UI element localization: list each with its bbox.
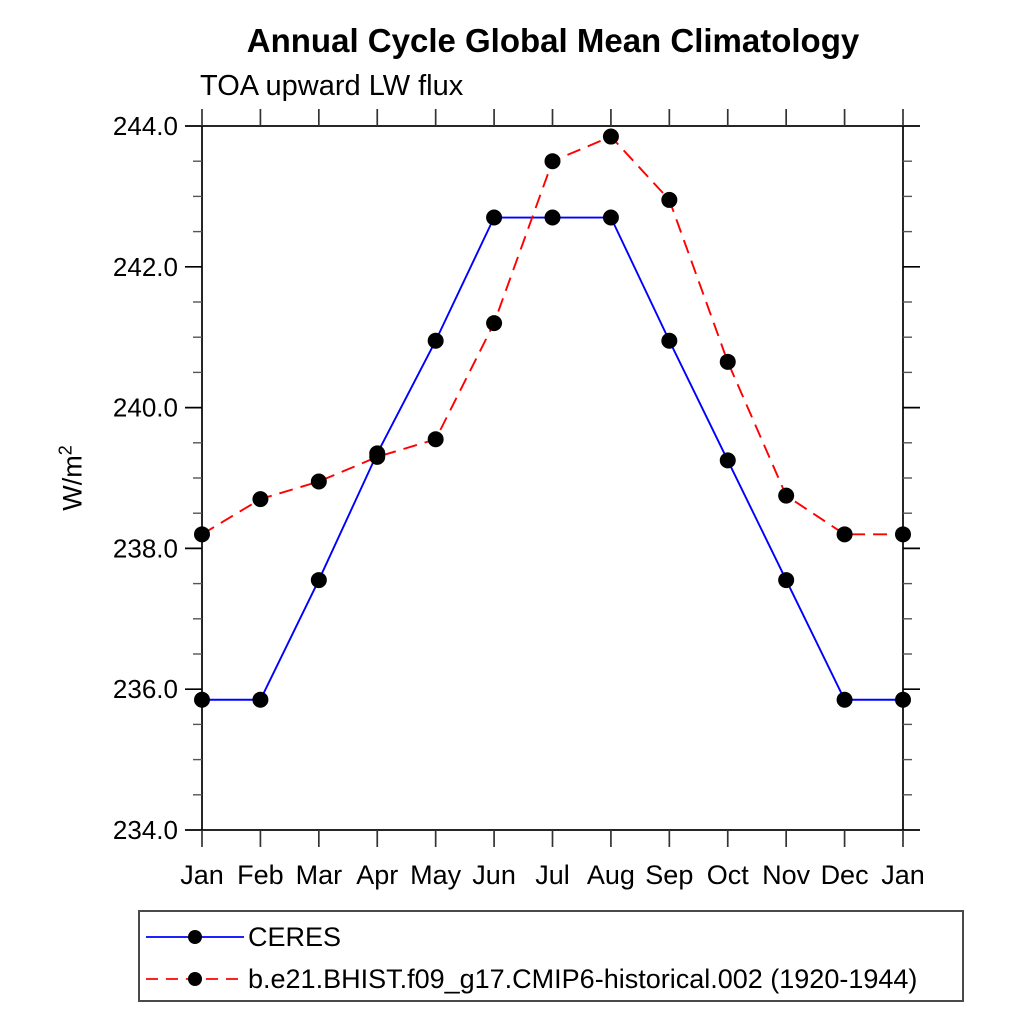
ceres-line-swatch-icon: [146, 930, 244, 944]
x-tick-label: Aug: [587, 860, 635, 890]
plot-frame: [201, 125, 904, 831]
model-line: [201, 135, 903, 536]
legend-label-model: b.e21.BHIST.f09_g17.CMIP6-historical.002…: [248, 963, 918, 994]
model-point-marker: [310, 473, 327, 490]
y-tick-label: 242.0: [113, 252, 178, 282]
model-point-marker: [544, 153, 561, 170]
x-tick-label: Jan: [180, 860, 224, 890]
y-tick-label: 240.0: [113, 393, 178, 423]
ceres-point-marker: [602, 209, 619, 226]
x-tick-label: Apr: [356, 860, 398, 890]
x-tick-label: Jun: [472, 860, 516, 890]
model-point-marker: [719, 353, 736, 370]
ceres-point-marker: [486, 209, 503, 226]
x-tick-label: Jan: [881, 860, 925, 890]
x-tick-label: Oct: [707, 860, 750, 890]
chart-subtitle: TOA upward LW flux: [200, 70, 464, 102]
x-tick-label: Nov: [762, 860, 811, 890]
model-line-swatch-icon: [146, 972, 244, 986]
model-point-marker: [895, 526, 911, 543]
model-point-marker: [369, 448, 386, 465]
model-point-marker: [602, 128, 619, 145]
legend-marker-sample: [188, 930, 202, 944]
chart-title: Annual Cycle Global Mean Climatology: [246, 22, 860, 59]
x-tick-label: Feb: [237, 860, 284, 890]
x-tick-label: Mar: [296, 860, 343, 890]
legend-marker-sample: [188, 972, 202, 986]
model-point-marker: [836, 526, 853, 543]
ceres-point-marker: [427, 332, 444, 349]
ceres-point-marker: [719, 452, 736, 469]
ceres-point-marker: [778, 572, 795, 589]
x-tick-label: May: [410, 860, 462, 890]
model-point-marker: [486, 315, 503, 332]
x-tick-label: Dec: [821, 860, 869, 890]
ceres-point-marker: [194, 691, 210, 708]
ceres-point-marker: [836, 691, 853, 708]
legend-item-model: b.e21.BHIST.f09_g17.CMIP6-historical.002…: [144, 964, 917, 994]
y-tick-label: 238.0: [113, 533, 178, 563]
ceres-point-marker: [252, 691, 269, 708]
legend-item-ceres: CERES: [144, 922, 341, 952]
ceres-point-marker: [544, 209, 561, 226]
model-point-marker: [778, 487, 795, 504]
model-point-marker: [194, 526, 210, 543]
y-tick-label: 244.0: [113, 111, 178, 141]
x-tick-label: Sep: [645, 860, 693, 890]
legend: CERES b.e21.BHIST.f09_g17.CMIP6-historic…: [138, 910, 964, 1002]
ceres-line: [202, 216, 903, 701]
ceres-point-marker: [661, 332, 678, 349]
model-point-marker: [661, 191, 678, 208]
legend-label-ceres: CERES: [248, 921, 342, 952]
ceres-point-marker: [895, 691, 911, 708]
x-tick-label: Jul: [535, 860, 570, 890]
y-tick-label: 234.0: [113, 815, 178, 845]
model-point-marker: [427, 431, 444, 448]
ceres-point-marker: [310, 572, 327, 589]
y-tick-label: 236.0: [113, 674, 178, 704]
model-point-marker: [252, 491, 269, 508]
